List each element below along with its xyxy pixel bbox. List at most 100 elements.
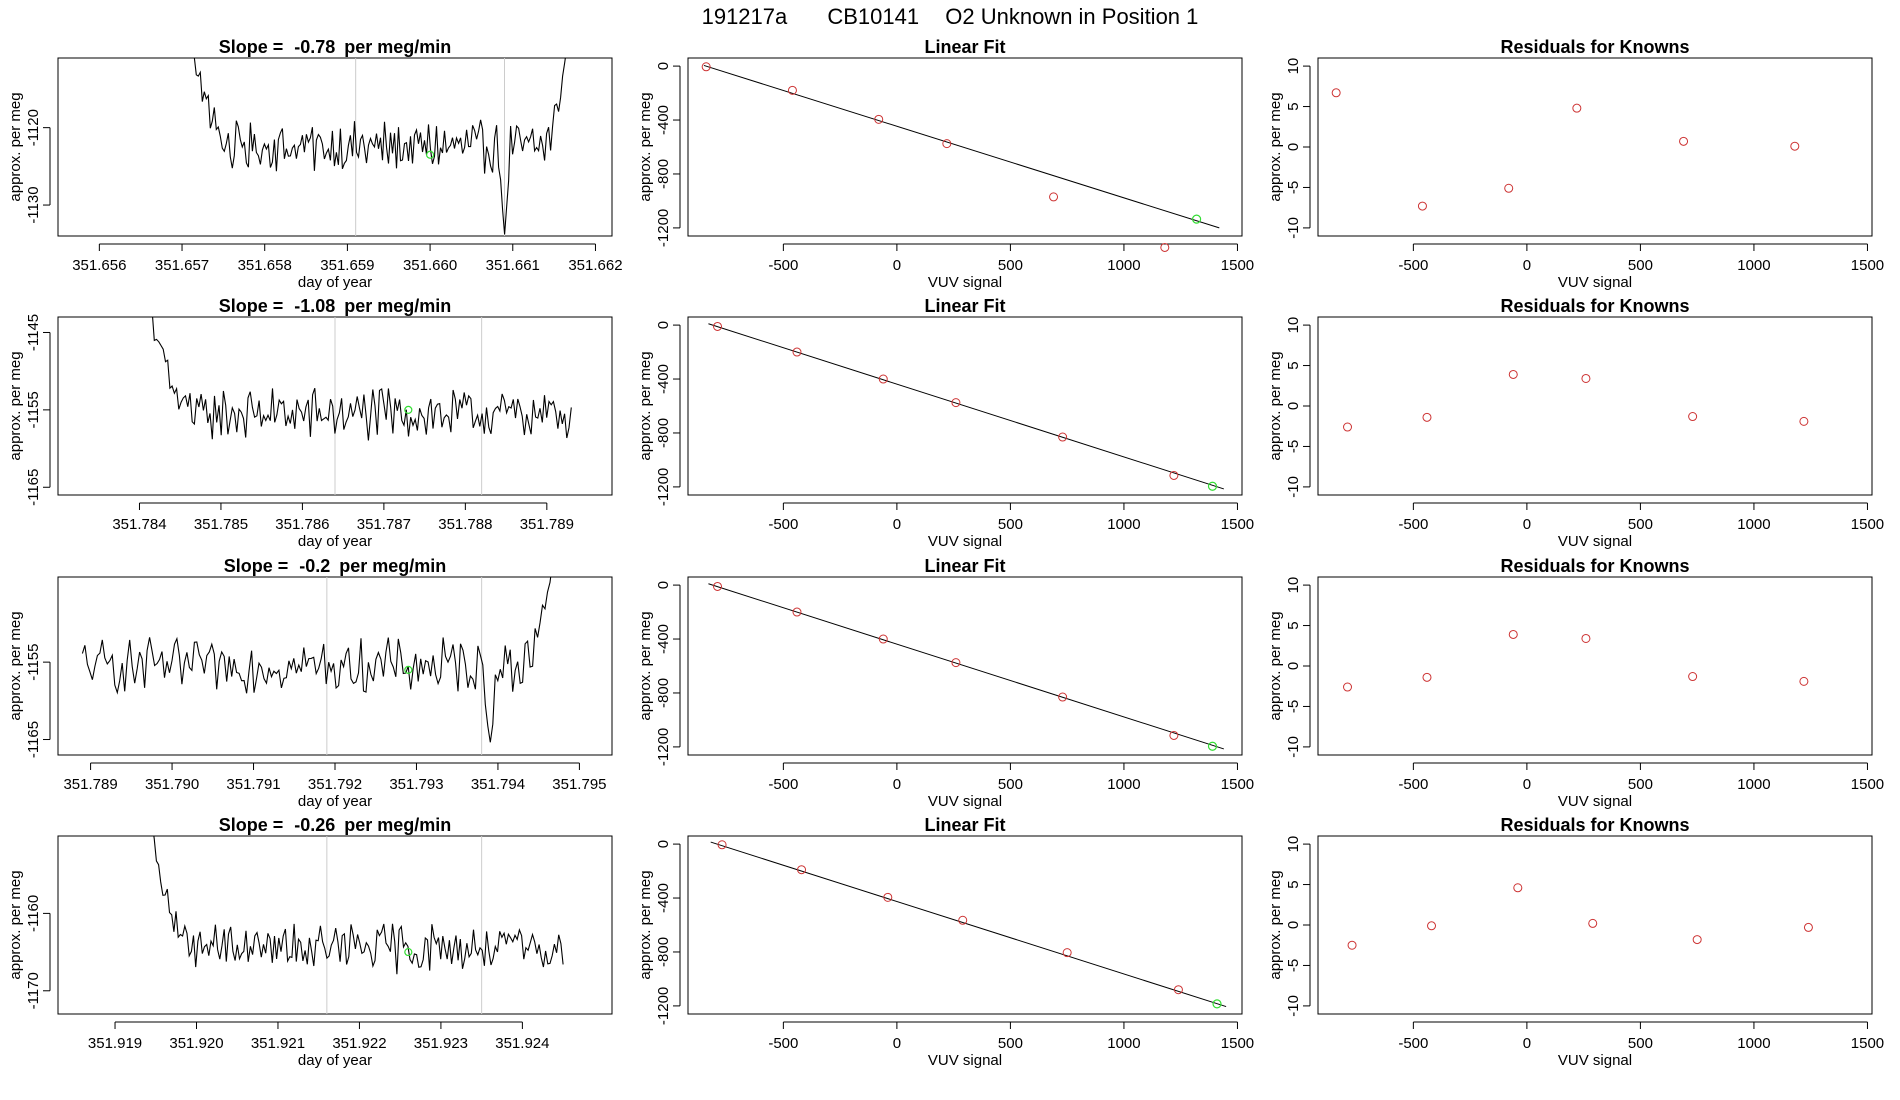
x-tick-label: 351.792: [308, 776, 362, 793]
fit-line: [708, 323, 1224, 490]
x-tick-label: 351.786: [275, 516, 329, 533]
unknown-point: [404, 405, 413, 414]
x-tick-label: -500: [1398, 776, 1428, 793]
linear-fit-panel: -500 0 500 1000 1500 VUV signal 0 -400 -800 -1200…: [637, 296, 1254, 550]
x-tick-label: 351.920: [169, 1035, 223, 1052]
x-tick-label: 1000: [1737, 257, 1770, 274]
fit-line: [703, 64, 1220, 229]
residual-point: [1417, 201, 1427, 211]
slope-panel: 351.784 351.785 351.786 351.787 351.788 351.7…: [7, 296, 613, 550]
x-tick-label: 0: [1523, 1035, 1531, 1052]
y-tick-label: -400: [655, 364, 672, 394]
y-tick-label: 0: [655, 321, 672, 329]
y-tick-label: -1145: [25, 314, 42, 351]
y-axis-label: approx. per meg: [1267, 351, 1284, 460]
x-axis-label: VUV signal: [1558, 1052, 1632, 1069]
y-tick-label: -1200: [655, 728, 672, 766]
y-axis-label: approx. per meg: [637, 351, 654, 460]
known-point: [792, 347, 802, 357]
plot-frame: [687, 57, 1243, 237]
y-axis-label: approx. per meg: [7, 351, 24, 460]
known-point: [792, 607, 802, 617]
y-tick-label: -1155: [25, 643, 42, 680]
x-tick-label: -500: [1398, 257, 1428, 274]
y-axis-label: approx. per meg: [637, 92, 654, 201]
known-point: [1058, 692, 1068, 702]
x-tick-label: 351.659: [320, 257, 374, 274]
x-tick-label: 1500: [1851, 257, 1884, 274]
x-tick-label: 351.923: [414, 1035, 468, 1052]
residual-point: [1588, 918, 1598, 928]
y-tick-label: -1200: [655, 987, 672, 1025]
x-tick-label: 0: [893, 776, 901, 793]
y-tick-label: 0: [655, 62, 672, 70]
y-tick-label: 10: [1285, 577, 1302, 594]
known-point: [878, 374, 888, 384]
x-tick-label: 351.790: [145, 776, 199, 793]
x-tick-label: 1500: [1221, 1035, 1254, 1052]
panel-title: Linear Fit: [924, 815, 1005, 835]
x-tick-label: 0: [893, 257, 901, 274]
x-axis-label: day of year: [298, 274, 372, 291]
x-axis-label: VUV signal: [1558, 793, 1632, 810]
residual-point: [1790, 141, 1800, 151]
known-point: [958, 915, 968, 925]
y-tick-label: 5: [1285, 880, 1302, 888]
y-tick-label: 0: [1285, 921, 1302, 929]
y-tick-label: -1160: [25, 895, 42, 932]
residuals-panel: -500 0 500 1000 1500 VUV signal 10 5 0 -5 -10appro…: [1267, 556, 1884, 810]
x-tick-label: 0: [893, 1035, 901, 1052]
y-tick-label: 5: [1285, 621, 1302, 629]
x-tick-label: 1500: [1221, 776, 1254, 793]
slope-title-suffix: per meg/min: [339, 815, 451, 835]
y-axis-label: approx. per meg: [7, 870, 24, 979]
known-point: [713, 581, 723, 591]
y-tick-label: -800: [655, 418, 672, 448]
slope-title-prefix: Slope =: [224, 556, 294, 576]
panel-title: Linear Fit: [924, 556, 1005, 576]
residual-point: [1422, 672, 1432, 682]
x-tick-label: -500: [768, 1035, 798, 1052]
unknown-point: [1212, 999, 1222, 1009]
y-tick-label: -1165: [25, 721, 42, 758]
y-tick-label: -10: [1285, 995, 1302, 1017]
x-tick-label: 351.784: [112, 516, 166, 533]
slope-title-suffix: per meg/min: [334, 556, 446, 576]
known-point: [942, 139, 952, 149]
y-tick-label: -800: [655, 678, 672, 708]
y-tick-label: -400: [655, 883, 672, 913]
y-tick-label: 0: [1285, 402, 1302, 410]
x-tick-label: 351.658: [238, 257, 292, 274]
residual-point: [1679, 136, 1689, 146]
x-tick-label: -500: [768, 257, 798, 274]
x-tick-label: 351.789: [520, 516, 574, 533]
slope-title: Slope = -0.78 per meg/min: [219, 37, 452, 57]
x-tick-label: 351.924: [495, 1035, 549, 1052]
residual-point: [1572, 103, 1582, 113]
slope-title-prefix: Slope =: [219, 815, 289, 835]
x-tick-label: 500: [1628, 516, 1653, 533]
fit-line: [708, 583, 1224, 750]
residual-point: [1347, 940, 1357, 950]
y-tick-label: 0: [655, 581, 672, 589]
known-point: [874, 114, 884, 124]
y-tick-label: -10: [1285, 217, 1302, 239]
slope-title-suffix: per meg/min: [339, 37, 451, 57]
x-tick-label: 1500: [1851, 776, 1884, 793]
residual-point: [1513, 883, 1523, 893]
x-tick-label: 351.789: [63, 776, 117, 793]
x-tick-label: 1500: [1221, 257, 1254, 274]
y-tick-label: -5: [1285, 959, 1302, 972]
x-tick-label: 0: [1523, 257, 1531, 274]
known-point: [1173, 985, 1183, 995]
y-tick-label: -400: [655, 105, 672, 135]
x-tick-label: 351.788: [438, 516, 492, 533]
x-tick-label: 1500: [1221, 516, 1254, 533]
y-axis-label: approx. per meg: [1267, 92, 1284, 201]
residual-point: [1799, 676, 1809, 686]
residual-point: [1343, 422, 1353, 432]
y-axis-label: approx. per meg: [1267, 611, 1284, 720]
panel-title: Residuals for Knowns: [1500, 296, 1689, 316]
x-tick-label: 351.785: [194, 516, 248, 533]
linear-fit-panel: -500 0 500 1000 1500 VUV signal 0 -400 -800 -1200…: [637, 37, 1254, 291]
